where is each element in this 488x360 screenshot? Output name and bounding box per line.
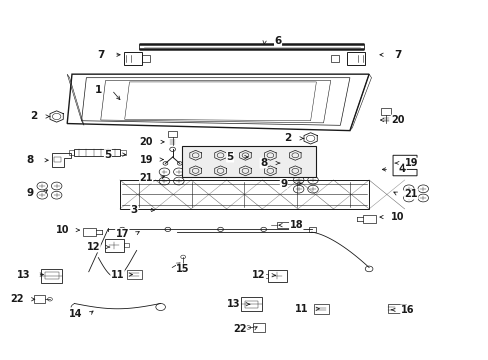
Text: 21: 21 [139, 173, 153, 183]
Text: 13: 13 [17, 270, 31, 280]
Text: 8: 8 [27, 155, 34, 165]
Bar [272, 159, 279, 165]
Text: 21: 21 [404, 189, 417, 199]
Text: 10: 10 [56, 225, 69, 235]
Text: 2: 2 [284, 133, 291, 143]
Text: 5: 5 [226, 152, 233, 162]
Bar [232, 150, 278, 157]
Bar [68, 150, 74, 154]
Bar [123, 52, 142, 65]
Bar [120, 150, 125, 154]
Text: 10: 10 [390, 212, 404, 222]
Bar [45, 273, 59, 279]
Bar [54, 157, 61, 162]
Bar [226, 152, 232, 156]
Text: 11: 11 [295, 304, 308, 314]
Text: 12: 12 [86, 242, 100, 252]
Text: 6: 6 [274, 36, 281, 46]
Bar [267, 270, 286, 282]
Text: 2: 2 [30, 112, 37, 121]
Bar [277, 222, 289, 228]
Text: 20: 20 [139, 137, 153, 147]
Bar [244, 301, 258, 308]
Bar [241, 297, 262, 311]
Bar [387, 304, 406, 313]
Bar [34, 295, 45, 303]
Text: 7: 7 [97, 50, 104, 60]
Bar [362, 215, 376, 223]
Bar [104, 239, 123, 252]
Text: 9: 9 [27, 188, 34, 198]
Bar [74, 149, 120, 156]
Bar [83, 228, 96, 237]
Text: 12: 12 [252, 270, 265, 280]
Text: 3: 3 [130, 205, 138, 215]
Bar [253, 323, 264, 332]
Text: 15: 15 [176, 264, 189, 274]
Text: 18: 18 [289, 220, 303, 230]
Text: 4: 4 [398, 165, 406, 174]
Bar [308, 226, 315, 232]
Text: 11: 11 [110, 270, 124, 280]
Text: 13: 13 [226, 299, 240, 309]
Bar [346, 52, 365, 65]
Bar [123, 243, 129, 247]
Bar [330, 55, 338, 62]
Bar [313, 304, 328, 314]
Bar [278, 152, 283, 156]
Text: 7: 7 [393, 50, 401, 60]
Bar [167, 131, 177, 137]
Bar [142, 55, 150, 62]
Bar [182, 146, 316, 177]
Text: 5: 5 [104, 150, 111, 159]
Bar [261, 274, 267, 278]
Bar [41, 269, 62, 283]
Text: 1: 1 [95, 85, 102, 95]
Text: 22: 22 [10, 294, 23, 304]
Text: 14: 14 [69, 309, 82, 319]
Text: 20: 20 [390, 115, 404, 125]
Bar [380, 108, 390, 115]
Text: 9: 9 [280, 179, 287, 189]
Text: 17: 17 [115, 229, 129, 239]
Text: 22: 22 [232, 324, 246, 334]
Text: 8: 8 [260, 158, 267, 168]
Text: 19: 19 [404, 158, 417, 168]
Text: 16: 16 [400, 305, 413, 315]
Text: 19: 19 [139, 154, 153, 165]
Bar [126, 270, 142, 279]
